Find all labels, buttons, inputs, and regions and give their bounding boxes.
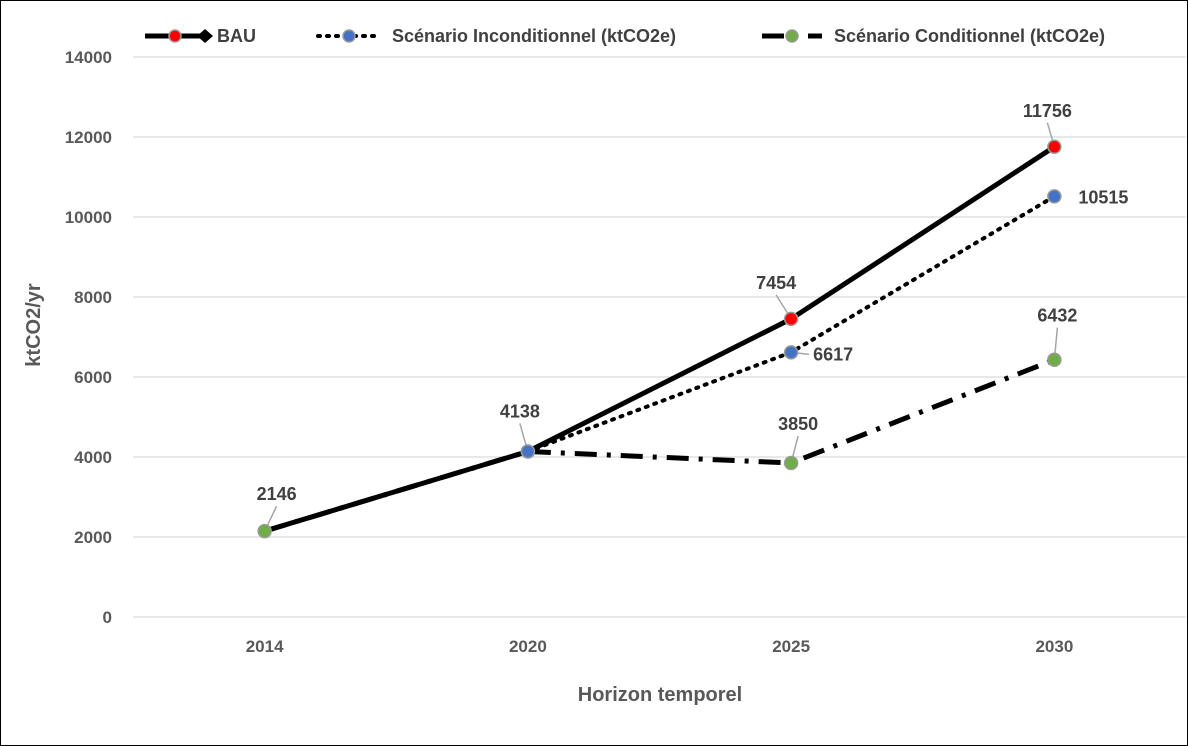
y-tick-label: 6000 bbox=[74, 368, 112, 387]
marker-series-3 bbox=[257, 523, 272, 539]
marker-series-2 bbox=[783, 345, 799, 360]
x-tick-label: 2020 bbox=[509, 637, 547, 656]
x-tick-label: 2030 bbox=[1035, 637, 1073, 656]
x-tick-label: 2025 bbox=[772, 637, 810, 656]
series-markers bbox=[257, 139, 1062, 539]
y-axis-ticks: 0 2000 4000 6000 8000 10000 12000 14000 bbox=[65, 48, 112, 627]
data-label: 2146 bbox=[257, 484, 297, 504]
marker-series-1 bbox=[1047, 139, 1062, 155]
legend-swatch-marker bbox=[342, 29, 356, 43]
y-tick-label: 0 bbox=[103, 608, 112, 627]
y-tick-label: 8000 bbox=[74, 288, 112, 307]
series-line-1 bbox=[263, 144, 1056, 534]
data-label: 11756 bbox=[1023, 101, 1072, 121]
data-label: 4138 bbox=[500, 401, 540, 421]
data-label: 6617 bbox=[813, 344, 853, 364]
series-line-3 bbox=[263, 357, 1056, 534]
y-tick-label: 2000 bbox=[74, 528, 112, 547]
marker-series-3 bbox=[1047, 352, 1062, 367]
y-tick-label: 10000 bbox=[65, 208, 112, 227]
data-label: 6432 bbox=[1037, 306, 1077, 326]
legend-swatch-marker bbox=[168, 29, 182, 43]
data-label: 7454 bbox=[756, 273, 796, 293]
legend-label: Scénario Conditionnel (ktCO2e) bbox=[834, 26, 1105, 46]
legend: BAU Scénario Inconditionnel (ktCO2e) Scéna… bbox=[145, 26, 1105, 46]
marker-series-3 bbox=[783, 455, 799, 471]
legend-swatch-marker bbox=[785, 29, 799, 43]
marker-series-2 bbox=[1047, 189, 1062, 204]
marker-series-1 bbox=[783, 311, 799, 327]
marker-series-2 bbox=[520, 444, 536, 459]
y-tick-label: 4000 bbox=[74, 448, 112, 467]
x-axis-ticks: 2014 2020 2025 2030 bbox=[246, 637, 1074, 656]
legend-label: BAU bbox=[217, 26, 256, 46]
legend-label: Scénario Inconditionnel (ktCO2e) bbox=[392, 26, 676, 46]
legend-diamond-marker bbox=[197, 29, 213, 43]
y-axis-title: ktCO2/yr bbox=[23, 283, 45, 367]
x-tick-label: 2014 bbox=[246, 637, 284, 656]
series-lines bbox=[263, 144, 1057, 534]
data-labels: 2146 4138 7454 6617 3850 11756 10515 6432 bbox=[257, 101, 1129, 504]
y-tick-label: 14000 bbox=[65, 48, 112, 67]
label-leaders bbox=[263, 122, 1059, 532]
data-label: 10515 bbox=[1078, 187, 1128, 207]
x-axis-title: Horizon temporel bbox=[578, 684, 742, 706]
gridlines bbox=[133, 56, 1186, 618]
y-tick-label: 12000 bbox=[65, 128, 112, 147]
data-label: 3850 bbox=[778, 414, 818, 434]
